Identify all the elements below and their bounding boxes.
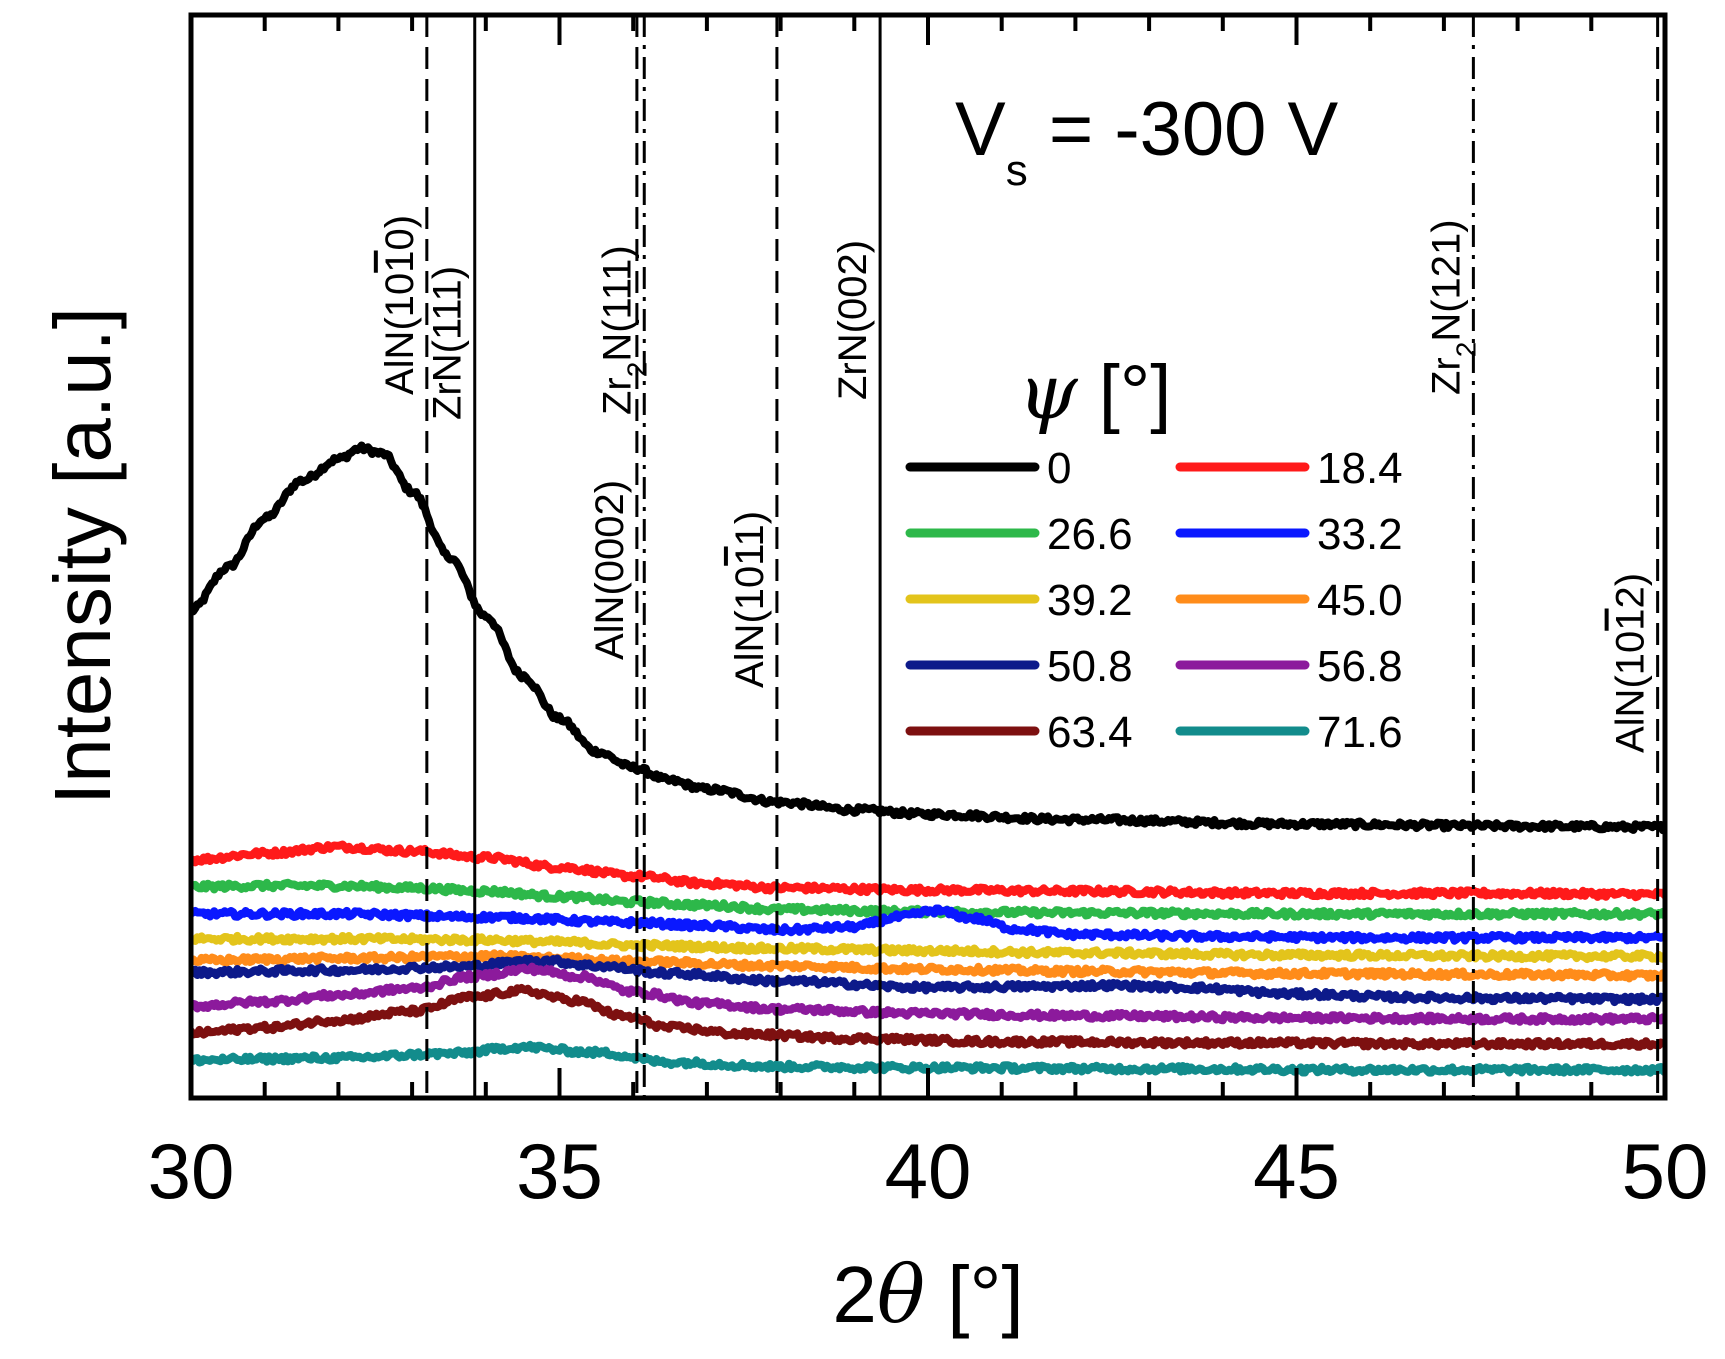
series-line-56-8: [191, 962, 1665, 1026]
reference-label-1: ZrN(111): [426, 266, 470, 420]
x-tick-label-50: 50: [1622, 1127, 1709, 1215]
legend-title: ψ [°]: [1018, 347, 1171, 436]
series-line-0: [191, 441, 1665, 835]
x-tick-label-35: 35: [516, 1127, 603, 1215]
x-axis-title: 2θ [°]: [832, 1248, 1023, 1341]
legend-label-18-4: 18.4: [1317, 444, 1403, 493]
legend: ψ [°] 0 18.4 26.6 33.2 39.2 45.0 50.8 56.8 63.4 71…: [905, 347, 1403, 757]
legend-label-26-6: 26.6: [1047, 510, 1133, 559]
legend-label-0: 0: [1047, 444, 1071, 493]
reference-label-6: Zr2N(121): [1424, 219, 1481, 395]
reference-label-7: AlN(1012): [1609, 573, 1653, 753]
series-layer: [191, 441, 1665, 1077]
voltage-annotation: Vs = -300 V: [955, 87, 1339, 195]
reference-label-3: Zr2N(111): [595, 245, 652, 415]
legend-label-71-6: 71.6: [1317, 708, 1403, 757]
series-line-50-8: [191, 954, 1665, 1007]
series-line-45-0: [191, 949, 1665, 983]
reference-label-0: AlN(1010): [378, 215, 422, 395]
reference-label-5: ZrN(002): [831, 240, 875, 400]
x-tick-label-40: 40: [885, 1127, 972, 1215]
legend-label-39-2: 39.2: [1047, 576, 1133, 625]
axes: 30 35 40 45 50 2θ [°] Intensity [a.u.]: [38, 12, 1709, 1341]
series-line-33-2: [191, 904, 1665, 945]
legend-label-50-8: 50.8: [1047, 642, 1133, 691]
series-line-63-4: [191, 984, 1665, 1051]
series-line-39-2: [191, 931, 1665, 964]
annotation-text: Vs = -300 V: [955, 87, 1339, 195]
reference-label-2: AlN(0002): [588, 480, 632, 660]
x-tick-label-30: 30: [148, 1127, 235, 1215]
x-tick-label-45: 45: [1253, 1127, 1340, 1215]
reference-lines: AlN(1010)ZrN(111) AlN(0002) Zr2N(111) AlN(1…: [378, 15, 1660, 1098]
legend-label-56-8: 56.8: [1317, 642, 1403, 691]
series-line-18-4: [191, 840, 1665, 902]
legend-label-63-4: 63.4: [1047, 708, 1133, 757]
legend-label-45-0: 45.0: [1317, 576, 1403, 625]
reference-label-4: AlN(1011): [728, 511, 772, 688]
legend-label-33-2: 33.2: [1317, 510, 1403, 559]
y-axis-title: Intensity [a.u.]: [38, 307, 127, 805]
